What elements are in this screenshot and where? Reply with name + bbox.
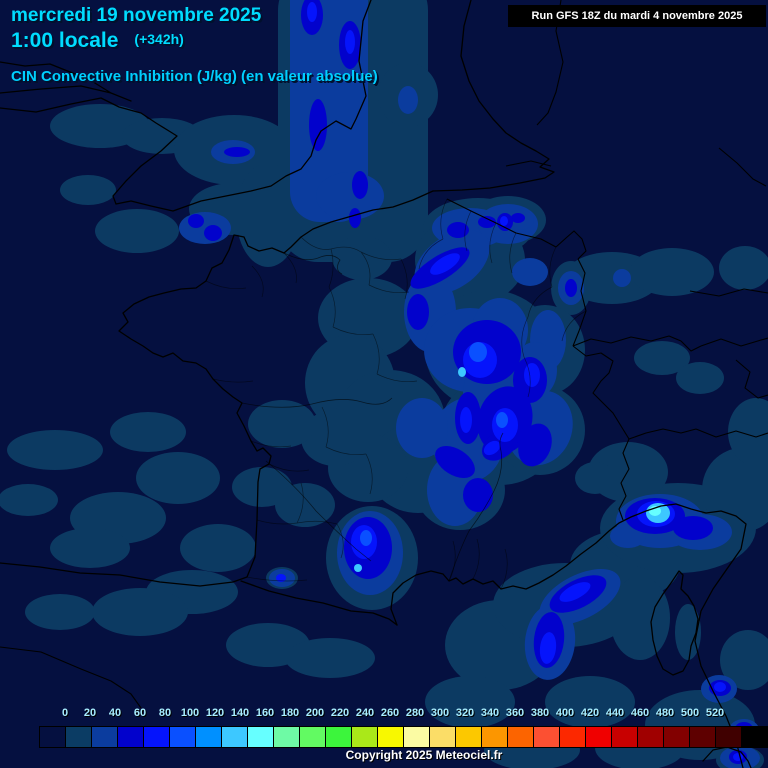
- be-nl-border: [505, 160, 552, 167]
- colorbar-tick-label: 20: [83, 707, 97, 719]
- colorbar-tick-label: 460: [630, 707, 650, 719]
- colorbar-tick-label: 480: [655, 707, 675, 719]
- colorbar-cell: [326, 727, 352, 747]
- colorbar-tick-label: 80: [158, 707, 172, 719]
- spain-inner-border: [0, 646, 142, 709]
- colorbar-cell: [144, 727, 170, 747]
- colorbar-cell: [586, 727, 612, 747]
- colorbar-cell: [66, 727, 92, 747]
- colorbar-tick-label: 160: [255, 707, 275, 719]
- cin-cyan-core-layer: [354, 367, 670, 572]
- colorbar-cell: [664, 727, 690, 747]
- forecast-offset-label: (+342h): [134, 31, 184, 47]
- colorbar-cell: [508, 727, 534, 747]
- department-line-layer: [205, 198, 587, 590]
- france-germany-border: [572, 258, 587, 347]
- colorbar-tick-label: 420: [580, 707, 600, 719]
- mediterranean-coast: [390, 503, 747, 768]
- colorbar-tick-label: 380: [530, 707, 550, 719]
- sardinia-north-tip: [702, 746, 752, 768]
- pyrenees-border: [240, 580, 398, 626]
- colorbar-tick-label: 500: [680, 707, 700, 719]
- colorbar-cell: [716, 727, 742, 747]
- colorbar-cell: [612, 727, 638, 747]
- colorbar-cell: [638, 727, 664, 747]
- colorbar-cell: [482, 727, 508, 747]
- loire-river: [241, 397, 393, 408]
- austria-italy-border: [695, 337, 768, 438]
- colorbar-cell: [742, 727, 767, 747]
- parameter-title: CIN Convective Inhibition (J/kg) (en val…: [11, 68, 378, 85]
- seine-river: [283, 252, 343, 275]
- colorbar-tick-label: 180: [280, 707, 300, 719]
- run-info-text: Run GFS 18Z du mardi 4 novembre 2025: [531, 10, 743, 22]
- colorbar: [39, 726, 768, 748]
- colorbar-cell: [196, 727, 222, 747]
- colorbar-tick-label: 60: [133, 707, 147, 719]
- colorbar-cell: [118, 727, 144, 747]
- luxembourg-border: [555, 230, 587, 260]
- colorbar-tick-label: 120: [205, 707, 225, 719]
- colorbar-cell: [456, 727, 482, 747]
- coastline-layer: [0, 0, 752, 768]
- colorbar-tick-label: 100: [180, 707, 200, 719]
- colorbar-tick-label: 360: [505, 707, 525, 719]
- colorbar-cell: [690, 727, 716, 747]
- colorbar-cell: [170, 727, 196, 747]
- garonne-river: [265, 460, 372, 562]
- colorbar-cell: [534, 727, 560, 747]
- france-switzerland-border: [572, 345, 630, 440]
- colorbar-tick-label: 240: [355, 707, 375, 719]
- colorbar-tick-label: 320: [455, 707, 475, 719]
- france-italy-border: [618, 438, 630, 521]
- colorbar-tick-label: 140: [230, 707, 250, 719]
- colorbar-cell: [560, 727, 586, 747]
- switzerland-germany-border: [572, 335, 682, 347]
- colorbar-tick-label: 520: [705, 707, 725, 719]
- country-border-layer: [0, 0, 768, 709]
- colorbar-cell: [40, 727, 66, 747]
- colorbar-tick-label: 300: [430, 707, 450, 719]
- river-layer: [241, 252, 504, 582]
- corsica-outline: [650, 570, 699, 676]
- cin-level5-layer: [360, 342, 508, 546]
- colorbar-tick-label: 40: [108, 707, 122, 719]
- colorbar-tick-label: 0: [61, 707, 69, 719]
- colorbar-cell: [352, 727, 378, 747]
- colorbar-cell: [378, 727, 404, 747]
- colorbar-cell: [248, 727, 274, 747]
- netherlands-coast: [432, 0, 555, 192]
- germany-czech-border: [718, 147, 767, 187]
- colorbar-cell: [92, 727, 118, 747]
- belgium-france-border: [446, 198, 557, 248]
- england-coast: [0, 0, 372, 212]
- alpine-border-squiggle: [735, 359, 768, 399]
- germany-austria-border: [689, 288, 768, 297]
- rhone-river: [448, 432, 504, 582]
- colorbar-tick-label: 400: [555, 707, 575, 719]
- colorbar-cell: [430, 727, 456, 747]
- local-time-label: 1:00 locale: [11, 29, 119, 52]
- colorbar-tick-label: 220: [330, 707, 350, 719]
- france-atlantic-coast: [0, 190, 434, 587]
- colorbar-cell: [404, 727, 430, 747]
- colorbar-cell: [222, 727, 248, 747]
- run-info-box: Run GFS 18Z du mardi 4 novembre 2025: [508, 5, 766, 27]
- colorbar-tick-label: 200: [305, 707, 325, 719]
- colorbar-tick-label: 340: [480, 707, 500, 719]
- bristol-channel-coast: [0, 61, 132, 102]
- switzerland-italy-border: [628, 340, 702, 440]
- colorbar-tick-label: 440: [605, 707, 625, 719]
- colorbar-cell: [274, 727, 300, 747]
- time-heading: 1:00 locale (+342h): [11, 29, 184, 53]
- date-heading: mercredi 19 novembre 2025: [11, 5, 262, 26]
- colorbar-tick-label: 260: [380, 707, 400, 719]
- copyright-text: Copyright 2025 Meteociel.fr: [345, 748, 503, 762]
- colorbar-cell: [300, 727, 326, 747]
- colorbar-tick-label: 280: [405, 707, 425, 719]
